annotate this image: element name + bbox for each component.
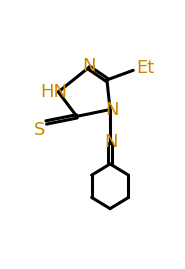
Text: N: N xyxy=(82,57,95,75)
Text: HN: HN xyxy=(41,83,68,101)
Text: N: N xyxy=(105,101,118,119)
Text: Et: Et xyxy=(137,59,155,77)
Text: N: N xyxy=(104,133,118,151)
Text: S: S xyxy=(34,121,45,139)
